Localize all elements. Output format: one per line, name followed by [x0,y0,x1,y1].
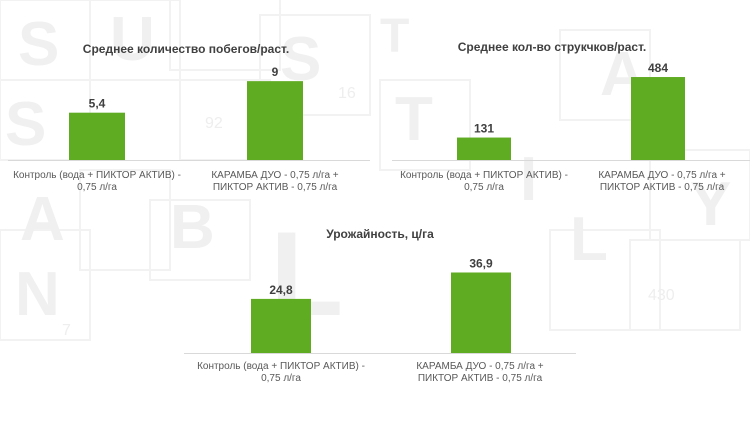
bar [251,298,311,353]
chart-title: Урожайность, ц/га [326,227,434,241]
svg-text:Y: Y [690,170,731,239]
chart-shoots: Среднее количество побегов/раст. 5,4 9 Ко… [8,38,370,200]
data-label: 131 [474,122,494,136]
data-label: 24,8 [269,283,293,297]
bar [451,272,511,353]
svg-text:U: U [110,5,155,74]
svg-text:92: 92 [205,115,223,132]
category-label: КАРАМБА ДУО - 0,75 л/га + ПИКТОР АКТИВ -… [598,170,726,193]
data-label: 36,9 [469,256,493,270]
category-label: Контроль (вода + ПИКТОР АКТИВ) - 0,75 л/… [197,361,365,384]
svg-text:16: 16 [338,85,356,102]
svg-text:7: 7 [62,322,71,339]
data-label: 484 [648,61,668,75]
svg-text:N: N [15,260,60,329]
category-label: КАРАМБА ДУО - 0,75 л/га + ПИКТОР АКТИВ -… [416,361,544,384]
svg-text:B: B [170,193,215,262]
bar [69,112,125,160]
chart-title: Среднее кол-во струкчков/раст. [457,40,647,54]
chart-plot: 5,49 [8,65,370,161]
svg-text:L: L [570,205,608,274]
chart-pods: Среднее кол-во струкчков/раст. 131 484 Ко… [392,38,750,200]
svg-text:I: I [520,145,537,214]
svg-text:A: A [20,185,65,254]
category-label: КАРАМБА ДУО - 0,75 л/га + ПИКТОР АКТИВ -… [211,170,339,193]
data-label: 9 [272,65,279,79]
category-label: Контроль (вода + ПИКТОР АКТИВ) - 0,75 л/… [400,170,568,193]
bar [631,77,685,160]
bar [247,81,303,160]
svg-text:430: 430 [648,287,675,304]
category-label: Контроль (вода + ПИКТОР АКТИВ) - 0,75 л/… [13,170,181,193]
svg-text:S: S [18,10,59,79]
chart-yield: Урожайность, ц/га 24,8 36,9 Контроль (вод… [184,225,576,390]
chart-title: Среднее количество побегов/раст. [82,42,290,56]
chart-plot: 24,8 36,9 [184,256,576,354]
svg-text:T: T [380,10,409,63]
bar [457,137,511,160]
svg-text:S: S [5,90,46,159]
svg-text:T: T [395,85,433,154]
chart-plot: 131 484 [392,61,750,161]
data-label: 5,4 [89,97,106,111]
